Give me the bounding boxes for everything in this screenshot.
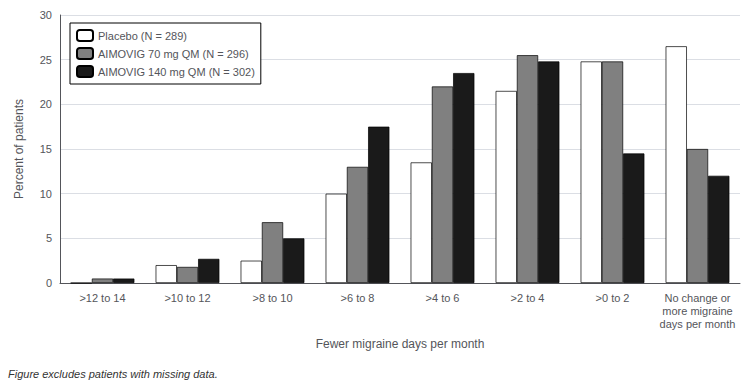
svg-text:No change or: No change or [664, 292, 730, 304]
svg-text:>6 to 8: >6 to 8 [341, 292, 375, 304]
svg-text:>4 to 6: >4 to 6 [426, 292, 460, 304]
svg-text:0: 0 [46, 277, 52, 289]
svg-text:25: 25 [40, 54, 52, 66]
svg-text:30: 30 [40, 9, 52, 21]
svg-text:AIMOVIG 70 mg QM (N = 296): AIMOVIG 70 mg QM (N = 296) [98, 48, 249, 60]
svg-text:>8 to 10: >8 to 10 [252, 292, 292, 304]
svg-text:AIMOVIG 140 mg QM (N = 302): AIMOVIG 140 mg QM (N = 302) [98, 66, 255, 78]
svg-text:days per month: days per month [660, 318, 736, 330]
svg-text:10: 10 [40, 188, 52, 200]
svg-text:>2 to 4: >2 to 4 [511, 292, 545, 304]
svg-text:>12 to 14: >12 to 14 [79, 292, 125, 304]
svg-text:Fewer migraine days per month: Fewer migraine days per month [316, 337, 485, 351]
svg-text:15: 15 [40, 143, 52, 155]
svg-text:Figure excludes patients with: Figure excludes patients with missing da… [8, 368, 218, 380]
svg-text:>0 to 2: >0 to 2 [596, 292, 630, 304]
svg-text:more migraine: more migraine [662, 305, 732, 317]
svg-text:>10 to 12: >10 to 12 [164, 292, 210, 304]
svg-text:20: 20 [40, 98, 52, 110]
svg-text:Percent of patients: Percent of patients [12, 99, 26, 199]
svg-text:Placebo (N = 289): Placebo (N = 289) [98, 30, 187, 42]
svg-text:5: 5 [46, 232, 52, 244]
